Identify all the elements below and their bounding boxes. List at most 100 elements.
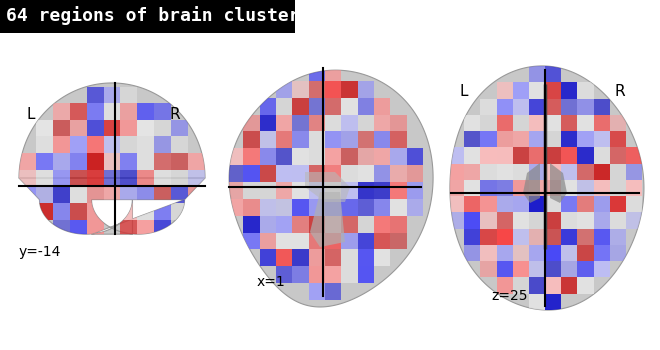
Bar [464,212,480,229]
Bar [259,114,276,132]
Bar [513,163,529,180]
Bar [626,212,642,229]
Bar [227,199,244,216]
Bar [244,148,259,165]
Bar [545,131,561,147]
Bar [358,114,374,132]
Bar [36,153,53,170]
Bar [545,99,561,115]
Bar [593,147,610,163]
Bar [276,250,292,266]
Bar [276,114,292,132]
Bar [104,120,121,136]
Bar [480,147,496,163]
Bar [341,250,358,266]
Bar [593,196,610,212]
Bar [545,180,561,196]
Bar [137,103,154,120]
Bar [70,103,86,120]
Bar [374,216,390,232]
Bar [137,120,154,136]
Bar [227,165,244,182]
Bar [545,147,561,163]
Bar [292,182,309,199]
Bar [529,245,545,261]
Bar [325,232,341,250]
Bar [341,98,358,114]
Bar [578,180,593,196]
Bar [171,203,188,219]
Bar [374,98,390,114]
Bar [578,115,593,131]
Bar [104,153,121,170]
Bar [171,186,188,203]
Bar [464,229,480,245]
Bar [341,216,358,232]
Bar [292,132,309,148]
Bar [276,165,292,182]
Bar [529,115,545,131]
Bar [561,245,578,261]
Polygon shape [550,163,567,203]
Bar [561,261,578,278]
Bar [325,98,341,114]
Bar [154,136,171,153]
Bar [464,115,480,131]
Bar [358,98,374,114]
Bar [610,147,626,163]
Bar [593,99,610,115]
Bar [70,120,86,136]
Bar [325,199,341,216]
Bar [121,219,137,236]
Bar [374,199,390,216]
Bar [578,131,593,147]
Bar [513,180,529,196]
Bar [578,261,593,278]
Bar [358,216,374,232]
Bar [137,153,154,170]
Bar [341,182,358,199]
Bar [529,163,545,180]
Bar [309,266,325,283]
Bar [529,82,545,99]
Bar [104,170,121,186]
Bar [578,212,593,229]
Bar [325,132,341,148]
Bar [578,229,593,245]
Bar [188,186,205,203]
Bar [358,148,374,165]
Bar [276,148,292,165]
Bar [276,232,292,250]
Text: R: R [170,107,180,121]
Bar [309,250,325,266]
Bar [390,216,407,232]
Bar [358,132,374,148]
Bar [529,278,545,294]
Bar [358,250,374,266]
Bar [244,216,259,232]
Bar [513,99,529,115]
Bar [593,115,610,131]
Bar [610,163,626,180]
Bar [358,199,374,216]
Bar [53,136,70,153]
Bar [578,196,593,212]
Bar [104,86,121,103]
Bar [292,81,309,98]
Bar [407,182,423,199]
Bar [309,98,325,114]
Bar [104,103,121,120]
Bar [325,266,341,283]
Bar [86,219,104,236]
Bar [309,199,325,216]
Bar [325,182,341,199]
Bar [561,82,578,99]
Bar [545,196,561,212]
Bar [496,131,513,147]
Bar [121,153,137,170]
Bar [244,232,259,250]
Bar [227,148,244,165]
Bar [309,132,325,148]
Bar [529,294,545,310]
Bar [309,216,325,232]
